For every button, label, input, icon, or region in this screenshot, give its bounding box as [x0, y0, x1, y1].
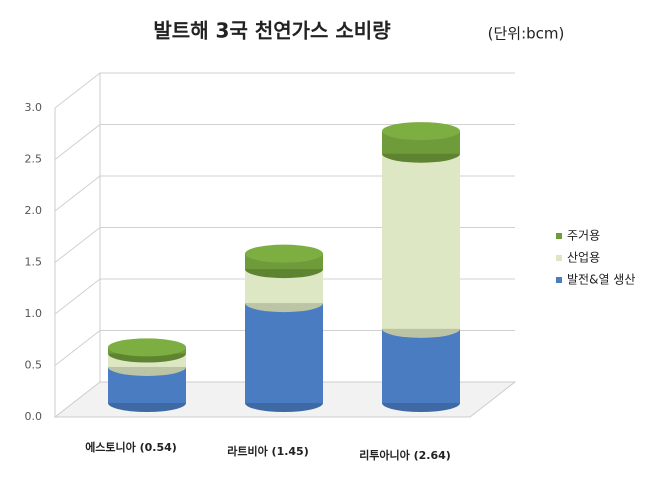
legend-label: 산업용	[567, 251, 600, 265]
y-tick-label: 1.5	[25, 256, 43, 269]
category-box	[212, 436, 356, 458]
legend-swatch	[556, 255, 562, 261]
cylinder-top	[382, 122, 460, 141]
x-tick-label: 에스토니아 (0.54)	[85, 440, 177, 454]
x-tick-label: 리투아니아 (2.64)	[359, 448, 451, 462]
title-box	[112, 8, 462, 56]
y-tick-label: 0.5	[25, 359, 43, 372]
y-tick-label: 1.0	[25, 307, 43, 320]
grid-line	[54, 227, 515, 263]
grid-line	[54, 278, 515, 315]
category-box	[349, 436, 493, 458]
legend-label: 주거용	[567, 229, 600, 243]
bar-segment	[382, 328, 460, 403]
y-tick-label: 2.5	[25, 153, 43, 166]
cylinder-top	[245, 244, 323, 263]
legend-label: 발전&열 생산	[567, 273, 635, 287]
x-tick-label: 라트비아 (1.45)	[227, 444, 309, 458]
chart-title: 발트해 3국 천연가스 소비량	[153, 19, 391, 43]
y-tick-label: 3.0	[25, 101, 43, 114]
chart-subtitle: (단위:bcm)	[488, 25, 565, 43]
legend-swatch	[556, 277, 562, 283]
grid-line	[54, 124, 515, 160]
y-tick-label: 0.0	[25, 410, 43, 423]
bar-segment	[382, 153, 460, 329]
grid-line	[54, 72, 515, 109]
bar-segment	[245, 303, 323, 403]
grid-line	[54, 330, 515, 366]
legend-swatch	[556, 233, 562, 239]
y-tick-label: 2.0	[25, 204, 43, 217]
grid-line	[54, 175, 515, 212]
cylinder-top	[108, 338, 186, 357]
category-box	[75, 436, 219, 458]
